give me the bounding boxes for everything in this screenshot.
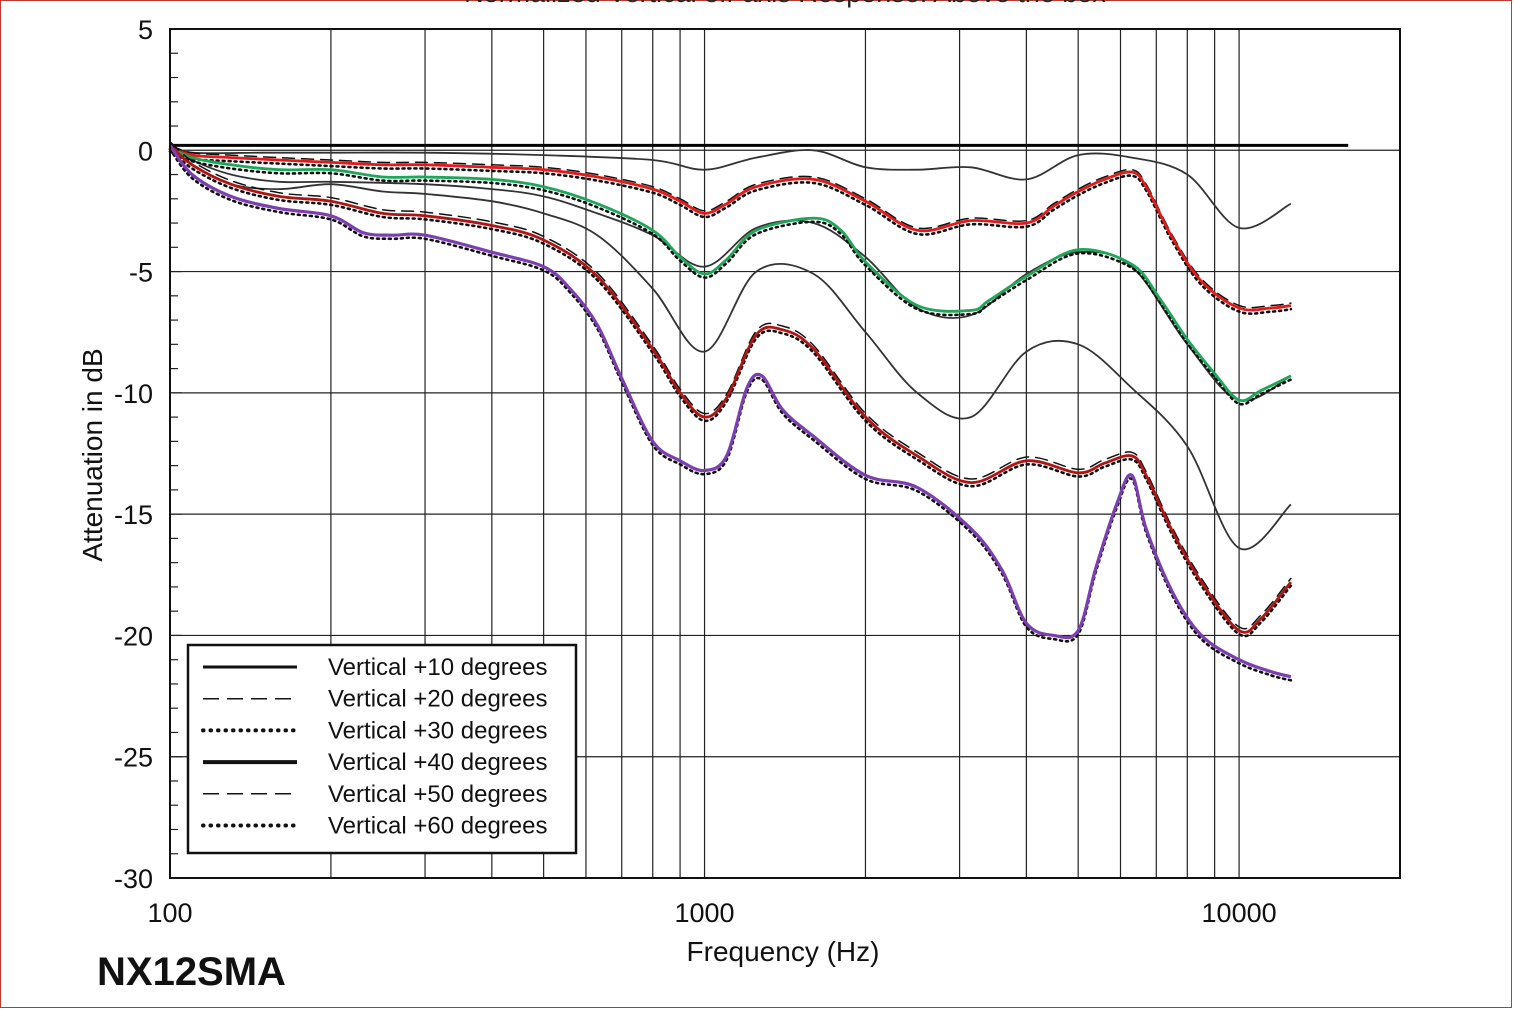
- legend-label: Vertical +50 degrees: [328, 781, 547, 808]
- series-line-0: [169, 144, 1292, 230]
- axis-ticks: 5 0 -5 -10 -15 -20 -25 -30 100 1000 10000: [114, 15, 1277, 928]
- y-tick-label: -10: [114, 379, 153, 409]
- x-tick-label: 10000: [1202, 898, 1277, 928]
- series-line-6: [168, 144, 1292, 679]
- x-tick-label: 1000: [675, 898, 735, 928]
- y-tick-label: -15: [114, 500, 153, 530]
- legend-label: Vertical +30 degrees: [328, 717, 547, 744]
- y-tick-label: -20: [114, 621, 153, 651]
- y-tick-label: -5: [129, 258, 153, 288]
- x-tick-label: 100: [147, 898, 192, 928]
- chart-title: Normalized Vertical off-axis Response: A…: [170, 0, 1400, 9]
- legend-label: Vertical +20 degrees: [328, 686, 547, 713]
- plot-area-border: [169, 28, 1401, 879]
- series-trace-3: [168, 150, 1293, 315]
- series-trace-6: [168, 147, 1293, 682]
- y-tick-label: -25: [114, 743, 153, 773]
- series-trace-4: [168, 150, 1293, 406]
- legend-label: Vertical +40 degrees: [328, 749, 547, 776]
- x-axis-label: Frequency (Hz): [687, 936, 880, 967]
- grid: [170, 29, 1400, 878]
- series-line-5: [169, 144, 1292, 634]
- series-line-1: [169, 144, 1292, 402]
- legend: Vertical +10 degrees Vertical +20 degrees…: [186, 643, 578, 855]
- series-trace-5: [169, 141, 1292, 630]
- y-tick-label: 5: [138, 15, 153, 45]
- series-line-4: [169, 146, 1292, 403]
- y-axis-label: Attenuation in dB: [77, 348, 108, 561]
- legend-label: Vertical +10 degrees: [328, 654, 547, 681]
- y-tick-label: -30: [114, 864, 153, 894]
- series-line-2: [169, 144, 1292, 551]
- y-tick-label: 0: [138, 136, 153, 166]
- series-lines: [168, 141, 1349, 682]
- series-line-3: [169, 146, 1292, 312]
- series-trace-5: [168, 147, 1293, 638]
- legend-label: Vertical +60 degrees: [328, 813, 547, 840]
- model-label: NX12SMA: [97, 950, 286, 994]
- legend-box: [186, 643, 578, 855]
